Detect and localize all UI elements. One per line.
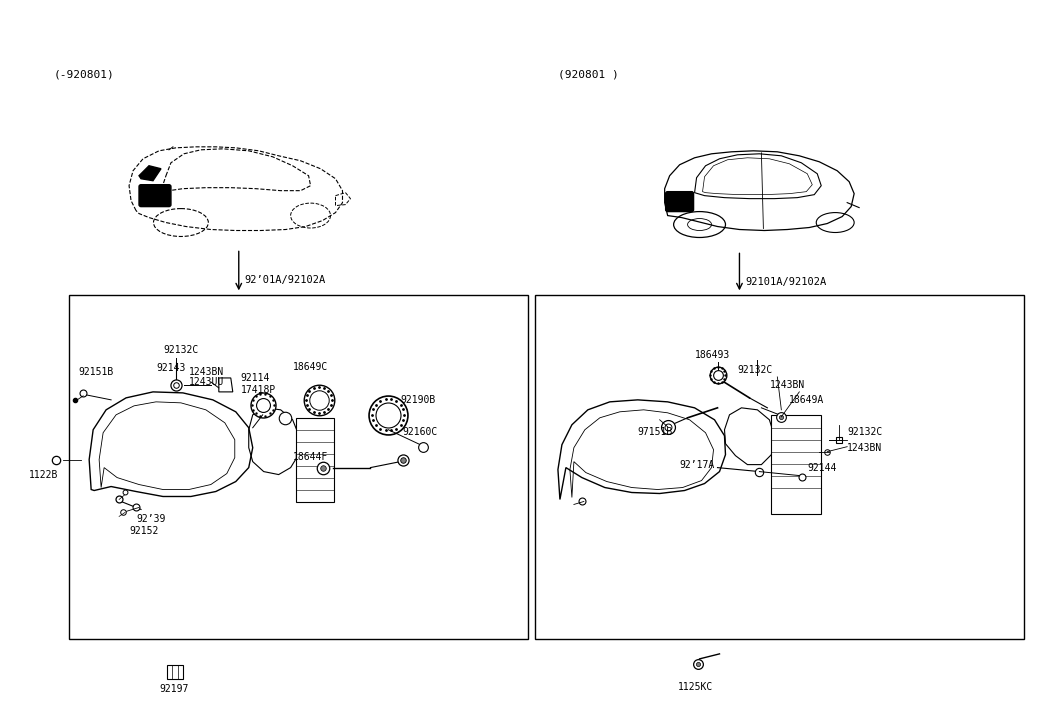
Text: 97151B: 97151B	[638, 427, 673, 437]
Text: 18649A: 18649A	[790, 395, 825, 405]
Text: 18649C: 18649C	[292, 362, 327, 372]
Text: 92’01A/92102A: 92’01A/92102A	[244, 276, 326, 285]
Text: 1243UU: 1243UU	[189, 377, 224, 387]
Text: (-920801): (-920801)	[53, 69, 114, 79]
FancyBboxPatch shape	[665, 192, 693, 212]
Text: 92160C: 92160C	[402, 427, 438, 437]
Text: 92’17A: 92’17A	[679, 459, 714, 470]
Text: 92143: 92143	[156, 363, 185, 373]
Text: 92’39: 92’39	[136, 515, 166, 524]
Text: 92132C: 92132C	[738, 365, 773, 375]
Bar	[69, 295, 528, 639]
Text: 92101A/92102A: 92101A/92102A	[745, 277, 827, 287]
FancyBboxPatch shape	[139, 185, 171, 206]
Bar	[167, 665, 183, 679]
Text: 1243BN: 1243BN	[847, 443, 882, 453]
Text: 92152: 92152	[129, 526, 158, 537]
Text: 92190B: 92190B	[401, 395, 436, 405]
Bar	[535, 295, 1024, 639]
Text: 1243BN: 1243BN	[770, 380, 805, 390]
Text: 92144: 92144	[807, 462, 837, 473]
Text: 92132C: 92132C	[163, 345, 198, 355]
Text: (920801 ): (920801 )	[558, 69, 619, 79]
Polygon shape	[139, 166, 161, 181]
Text: 1243BN: 1243BN	[189, 367, 224, 377]
Bar	[772, 415, 822, 515]
Text: 186493: 186493	[694, 350, 730, 360]
Text: 92197: 92197	[159, 684, 188, 694]
Text: 1125KC: 1125KC	[677, 682, 713, 692]
Bar	[296, 418, 334, 502]
Text: 92151B: 92151B	[79, 367, 114, 377]
Text: 1122B: 1122B	[30, 470, 58, 480]
Text: 92114: 92114	[240, 373, 270, 383]
Text: 92132C: 92132C	[847, 427, 882, 437]
Text: 18644F: 18644F	[292, 451, 327, 462]
Text: 17418P: 17418P	[240, 385, 276, 395]
